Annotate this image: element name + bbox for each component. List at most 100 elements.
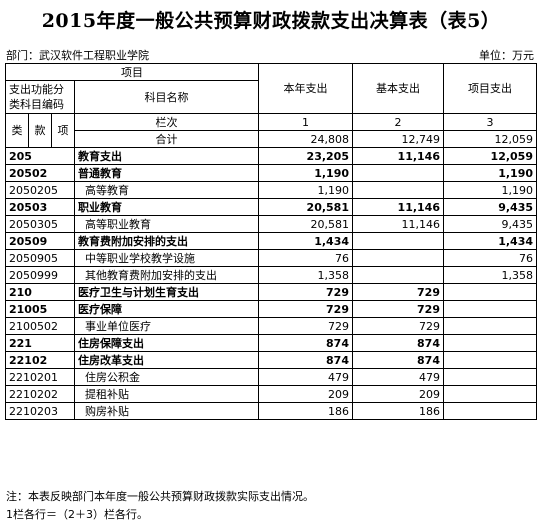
unit-label: 单位：万元 (479, 49, 534, 62)
row-code: 2050999 (5, 266, 75, 284)
row-basic: 729 (352, 317, 444, 335)
budget-table: 项目 本年支出 基本支出 项目支出 支出功能分 类科目编码 科目名称 类 款 项… (5, 63, 537, 420)
header-code-label-line1: 支出功能分 (9, 83, 64, 96)
header-code-label-line2: 类科目编码 (9, 98, 64, 111)
table-row: 2050999 其他教育费附加安排的支出 1,358 1,358 (5, 266, 537, 284)
row-basic: 874 (352, 351, 444, 369)
sum-basic: 12,749 (352, 130, 444, 148)
header-idx-3: 3 (443, 113, 537, 131)
row-subject-name: 购房补贴 (74, 402, 259, 420)
row-subject-name: 教育费附加安排的支出 (74, 232, 259, 250)
row-basic: 11,146 (352, 215, 444, 233)
row-code: 20502 (5, 164, 75, 182)
footnotes: 注：本表反映部门本年度一般公共预算财政拨款实际支出情况。 1栏各行＝（2＋3）栏… (6, 488, 314, 524)
row-subject-name: 住房公积金 (74, 368, 259, 386)
row-total: 209 (258, 385, 353, 403)
row-project: 1,190 (443, 181, 537, 199)
row-basic (352, 232, 444, 250)
header-col-total: 本年支出 (258, 63, 353, 114)
header-col-project: 项目支出 (443, 63, 537, 114)
sum-total: 24,808 (258, 130, 353, 148)
row-basic: 209 (352, 385, 444, 403)
row-subject-name: 普通教育 (74, 164, 259, 182)
table-row: 2050305 高等职业教育 20,581 11,146 9,435 (5, 215, 537, 233)
row-total: 874 (258, 351, 353, 369)
row-total: 1,434 (258, 232, 353, 250)
header-idx-1: 1 (258, 113, 353, 131)
header-idx-2: 2 (352, 113, 444, 131)
row-code: 2210202 (5, 385, 75, 403)
sum-label: 合计 (74, 130, 259, 148)
table-row: 2210201 住房公积金 479 479 (5, 368, 537, 386)
row-subject-name: 中等职业学校教学设施 (74, 249, 259, 267)
row-subject-name: 住房保障支出 (74, 334, 259, 352)
row-subject-name: 住房改革支出 (74, 351, 259, 369)
row-total: 1,190 (258, 181, 353, 199)
row-total: 729 (258, 317, 353, 335)
table-row: 22102 住房改革支出 874 874 (5, 351, 537, 369)
table-row: 2100502 事业单位医疗 729 729 (5, 317, 537, 335)
row-subject-name: 医疗保障 (74, 300, 259, 318)
row-project (443, 317, 537, 335)
row-total: 186 (258, 402, 353, 420)
page-title: 2015年度一般公共预算财政拨款支出决算表（表5） (41, 10, 501, 32)
row-basic (352, 266, 444, 284)
header-kuan: 款 (28, 113, 52, 148)
row-code: 205 (5, 147, 75, 165)
footnote-2: 1栏各行＝（2＋3）栏各行。 (6, 508, 148, 521)
row-project (443, 334, 537, 352)
row-project (443, 351, 537, 369)
row-subject-name: 医疗卫生与计划生育支出 (74, 283, 259, 301)
row-total: 729 (258, 283, 353, 301)
row-code: 20509 (5, 232, 75, 250)
row-basic: 479 (352, 368, 444, 386)
header-lei: 类 (5, 113, 29, 148)
row-project: 76 (443, 249, 537, 267)
table-row: 20502 普通教育 1,190 1,190 (5, 164, 537, 182)
row-project: 9,435 (443, 198, 537, 216)
row-project (443, 368, 537, 386)
table-row: 210 医疗卫生与计划生育支出 729 729 (5, 283, 537, 301)
sum-project: 12,059 (443, 130, 537, 148)
row-basic: 729 (352, 283, 444, 301)
row-subject-name: 高等职业教育 (74, 215, 259, 233)
row-subject-name: 其他教育费附加安排的支出 (74, 266, 259, 284)
row-code: 2050305 (5, 215, 75, 233)
row-code: 2100502 (5, 317, 75, 335)
row-code: 21005 (5, 300, 75, 318)
row-code: 221 (5, 334, 75, 352)
row-basic (352, 181, 444, 199)
header-subject-name: 科目名称 (74, 80, 259, 114)
row-basic: 11,146 (352, 198, 444, 216)
table-row: 21005 医疗保障 729 729 (5, 300, 537, 318)
row-subject-name: 职业教育 (74, 198, 259, 216)
row-total: 20,581 (258, 215, 353, 233)
row-subject-name: 高等教育 (74, 181, 259, 199)
table-row: 2210202 提租补贴 209 209 (5, 385, 537, 403)
table-row: 2210203 购房补贴 186 186 (5, 402, 537, 420)
row-basic: 874 (352, 334, 444, 352)
table-row: 20509 教育费附加安排的支出 1,434 1,434 (5, 232, 537, 250)
table-row: 205 教育支出 23,205 11,146 12,059 (5, 147, 537, 165)
row-project (443, 402, 537, 420)
row-project (443, 385, 537, 403)
table-row: 2050905 中等职业学校教学设施 76 76 (5, 249, 537, 267)
row-code: 2210203 (5, 402, 75, 420)
footnote-1: 注：本表反映部门本年度一般公共预算财政拨款实际支出情况。 (6, 490, 314, 503)
header-code-label: 支出功能分 类科目编码 (5, 80, 75, 114)
header-col-basic: 基本支出 (352, 63, 444, 114)
row-total: 1,190 (258, 164, 353, 182)
table-row: 2050205 高等教育 1,190 1,190 (5, 181, 537, 199)
row-code: 2050905 (5, 249, 75, 267)
row-project (443, 283, 537, 301)
row-total: 76 (258, 249, 353, 267)
row-subject-name: 教育支出 (74, 147, 259, 165)
row-project: 1,434 (443, 232, 537, 250)
table-row: 20503 职业教育 20,581 11,146 9,435 (5, 198, 537, 216)
row-code: 2050205 (5, 181, 75, 199)
row-basic (352, 164, 444, 182)
header-column-index: 栏次 (74, 113, 259, 131)
row-subject-name: 提租补贴 (74, 385, 259, 403)
row-basic (352, 249, 444, 267)
row-subject-name: 事业单位医疗 (74, 317, 259, 335)
